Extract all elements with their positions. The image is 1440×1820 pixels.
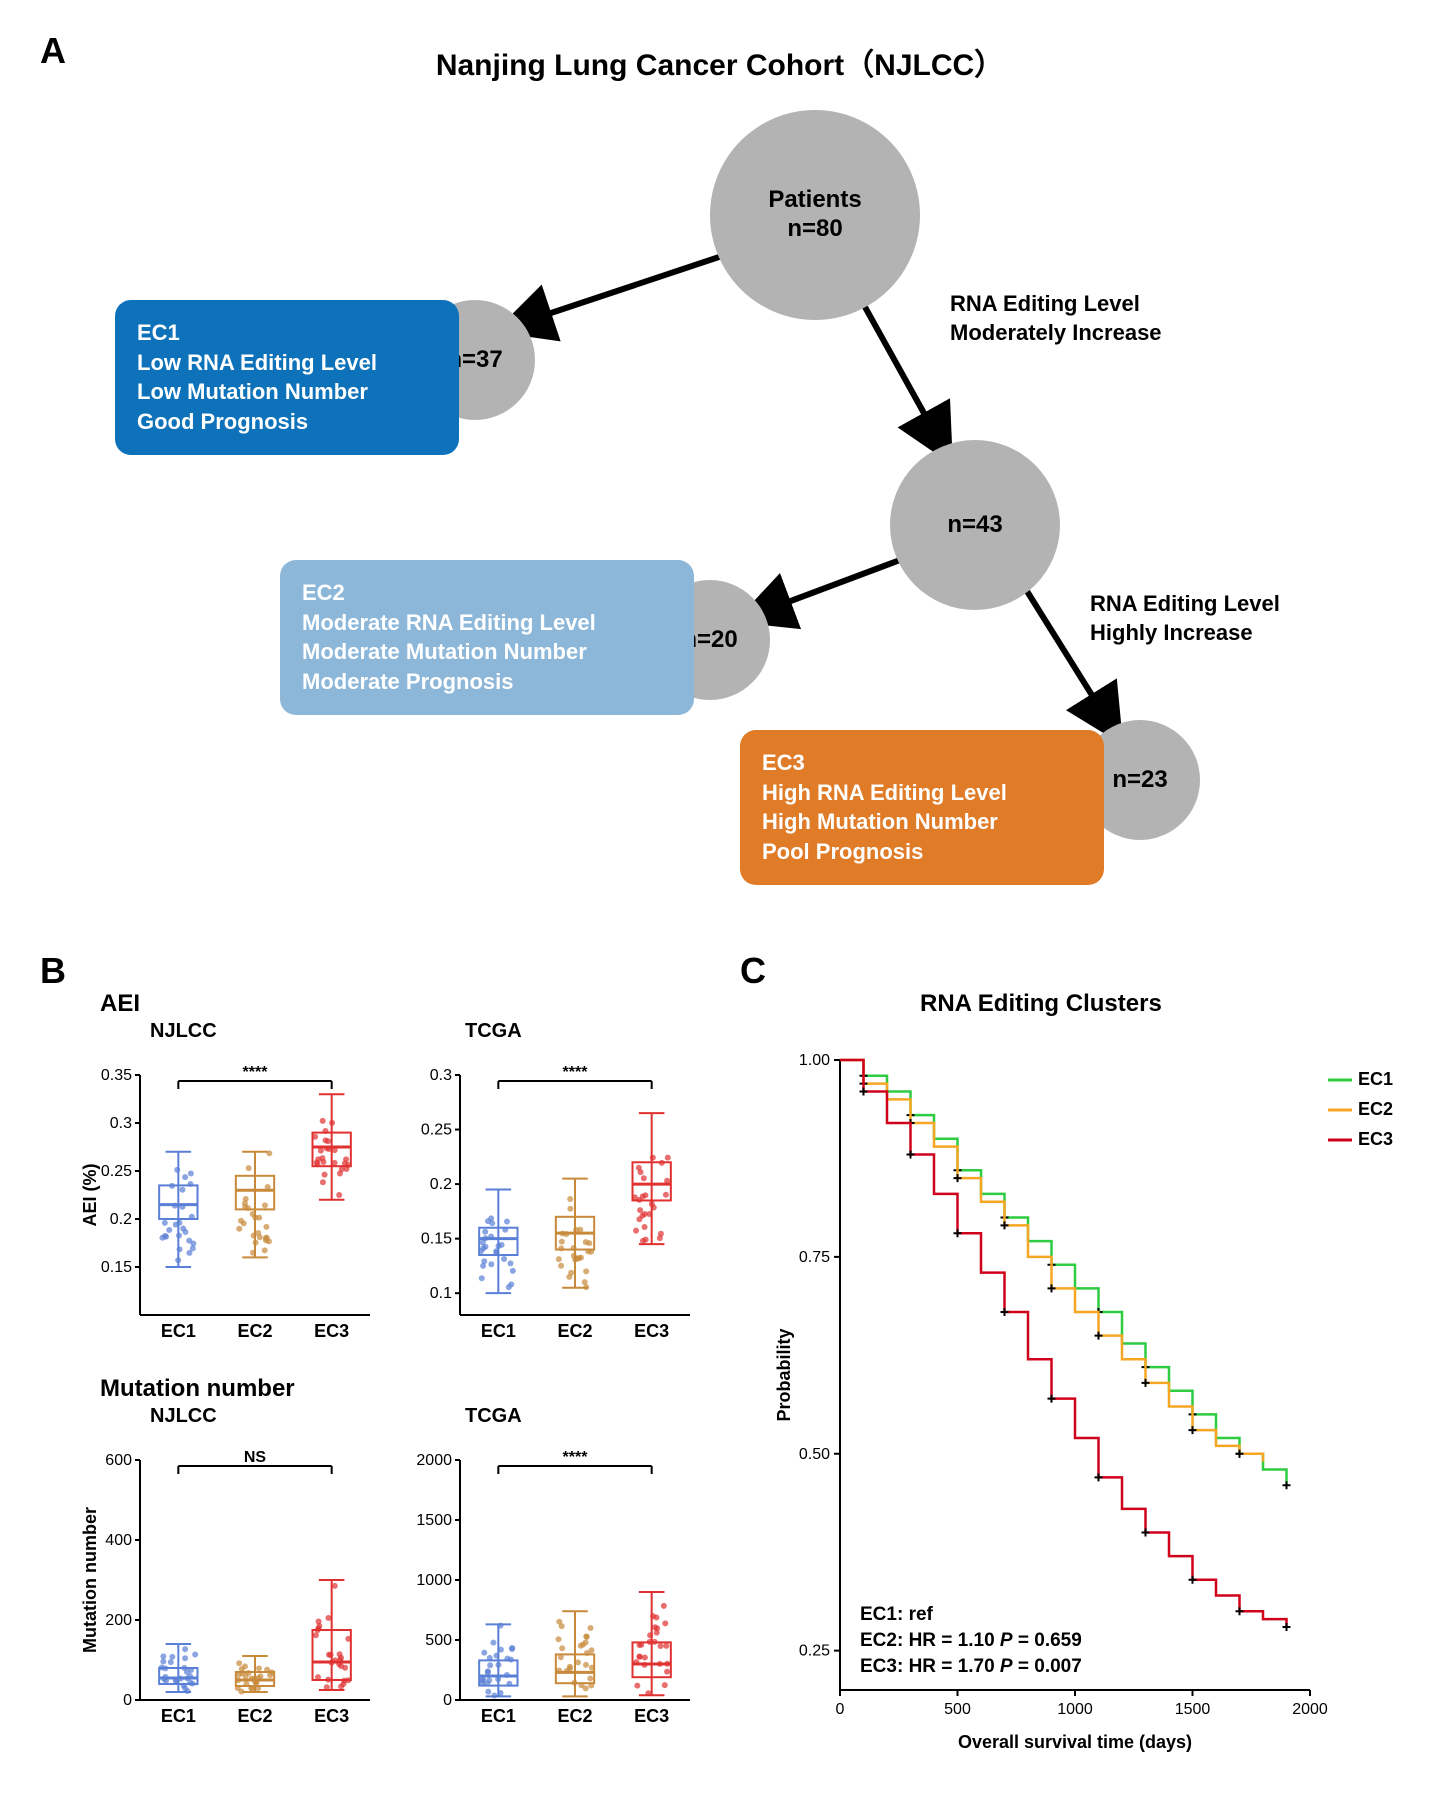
svg-text:****: **** [243, 1064, 269, 1081]
svg-text:200: 200 [105, 1612, 132, 1629]
svg-text:0.25: 0.25 [101, 1163, 132, 1180]
svg-text:500: 500 [944, 1701, 971, 1718]
panel-b-title-mut: Mutation number [100, 1375, 295, 1403]
svg-text:****: **** [563, 1064, 589, 1081]
svg-text:0.2: 0.2 [110, 1211, 132, 1228]
panel-label-c: C [740, 950, 766, 992]
svg-text:0: 0 [836, 1701, 845, 1718]
node-patients-line1: Patients [768, 186, 861, 215]
svg-text:EC2: EC2 [557, 1706, 592, 1726]
svg-text:****: **** [563, 1449, 589, 1466]
svg-text:0.3: 0.3 [430, 1067, 452, 1084]
svg-text:EC3: EC3 [634, 1321, 669, 1341]
svg-text:2000: 2000 [1292, 1701, 1328, 1718]
svg-text:1500: 1500 [416, 1512, 452, 1529]
svg-text:EC1: EC1 [161, 1706, 196, 1726]
svg-text:EC1: EC1 [481, 1321, 516, 1341]
node-n43-label: n=43 [947, 511, 1002, 540]
svg-text:NS: NS [244, 1449, 267, 1466]
svg-text:Probability: Probability [774, 1328, 794, 1421]
svg-text:EC3: HR = 1.70 P = 0.007: EC3: HR = 1.70 P = 0.007 [860, 1656, 1082, 1677]
svg-text:0.1: 0.1 [430, 1285, 452, 1302]
mut-njlcc-label: NJLCC [150, 1405, 217, 1428]
flowchart-arrows [20, 20, 1420, 920]
svg-text:EC2: EC2 [237, 1321, 272, 1341]
info-box-ec3: EC3High RNA Editing LevelHigh Mutation N… [740, 730, 1104, 885]
svg-text:EC2: HR = 1.10 P = 0.659: EC2: HR = 1.10 P = 0.659 [860, 1630, 1082, 1651]
svg-text:0.75: 0.75 [799, 1249, 830, 1266]
node-patients-line2: n=80 [787, 215, 842, 244]
aei-njlcc-label: NJLCC [150, 1020, 217, 1043]
svg-text:EC1: EC1 [481, 1706, 516, 1726]
svg-text:0: 0 [443, 1692, 452, 1709]
chart-aei-tcga: 0.1 0.15 0.2 0.25 0.3 EC1 EC2 EC3 **** [400, 1045, 700, 1365]
info-box-ec1: EC1Low RNA Editing LevelLow Mutation Num… [115, 300, 459, 455]
chart-survival: 0.25 0.50 0.75 1.00 0 500 1000 1500 2000 Overall … [770, 1020, 1410, 1760]
svg-text:0.15: 0.15 [101, 1259, 132, 1276]
svg-text:0.25: 0.25 [421, 1122, 452, 1139]
node-n23-label: n=23 [1112, 766, 1167, 795]
svg-text:500: 500 [425, 1632, 452, 1649]
svg-text:Overall survival time (days): Overall survival time (days) [958, 1732, 1192, 1752]
svg-text:2000: 2000 [416, 1452, 452, 1469]
panel-b-title-aei: AEI [100, 990, 140, 1018]
svg-text:400: 400 [105, 1532, 132, 1549]
svg-text:600: 600 [105, 1452, 132, 1469]
svg-text:1000: 1000 [416, 1572, 452, 1589]
svg-text:EC3: EC3 [314, 1321, 349, 1341]
svg-text:0.2: 0.2 [430, 1176, 452, 1193]
node-n43: n=43 [890, 440, 1060, 610]
mut-tcga-label: TCGA [465, 1405, 522, 1428]
chart-mut-njlcc: 0 200 400 600 Mutation number EC1 EC2 EC3 NS [80, 1430, 380, 1750]
svg-text:1000: 1000 [1057, 1701, 1093, 1718]
svg-text:EC1: EC1 [161, 1321, 196, 1341]
info-box-ec2: EC2Moderate RNA Editing LevelModerate Mu… [280, 560, 694, 715]
node-patients: Patients n=80 [710, 110, 920, 320]
svg-text:0.3: 0.3 [110, 1115, 132, 1132]
svg-text:EC3: EC3 [634, 1706, 669, 1726]
panel-c-title: RNA Editing Clusters [920, 990, 1162, 1018]
svg-text:0.25: 0.25 [799, 1643, 830, 1660]
figure-root: A B C Nanjing Lung Cancer Cohort（NJLCC） … [20, 20, 1420, 1800]
svg-text:0.15: 0.15 [421, 1231, 452, 1248]
svg-text:0: 0 [123, 1692, 132, 1709]
svg-text:1500: 1500 [1175, 1701, 1211, 1718]
svg-text:1.00: 1.00 [799, 1052, 830, 1069]
svg-text:0.35: 0.35 [101, 1067, 132, 1084]
svg-text:EC1: ref: EC1: ref [860, 1604, 934, 1625]
svg-text:EC3: EC3 [1358, 1129, 1393, 1149]
svg-text:AEI (%): AEI (%) [80, 1163, 100, 1226]
svg-text:EC2: EC2 [237, 1706, 272, 1726]
edge-label-moderate: RNA Editing LevelModerately Increase [950, 290, 1162, 347]
svg-text:0.50: 0.50 [799, 1446, 830, 1463]
svg-text:EC3: EC3 [314, 1706, 349, 1726]
svg-text:EC1: EC1 [1358, 1069, 1393, 1089]
panel-label-b: B [40, 950, 66, 992]
svg-text:EC2: EC2 [557, 1321, 592, 1341]
svg-text:EC2: EC2 [1358, 1099, 1393, 1119]
edge-label-high: RNA Editing LevelHighly Increase [1090, 590, 1280, 647]
aei-tcga-label: TCGA [465, 1020, 522, 1043]
chart-aei-njlcc: 0.15 0.2 0.25 0.3 0.35 AEI (%) EC1 EC2 EC3 **** [80, 1045, 380, 1365]
chart-mut-tcga: 0 500 1000 1500 2000 EC1 EC2 EC3 **** [400, 1430, 700, 1750]
svg-text:Mutation number: Mutation number [80, 1507, 100, 1653]
